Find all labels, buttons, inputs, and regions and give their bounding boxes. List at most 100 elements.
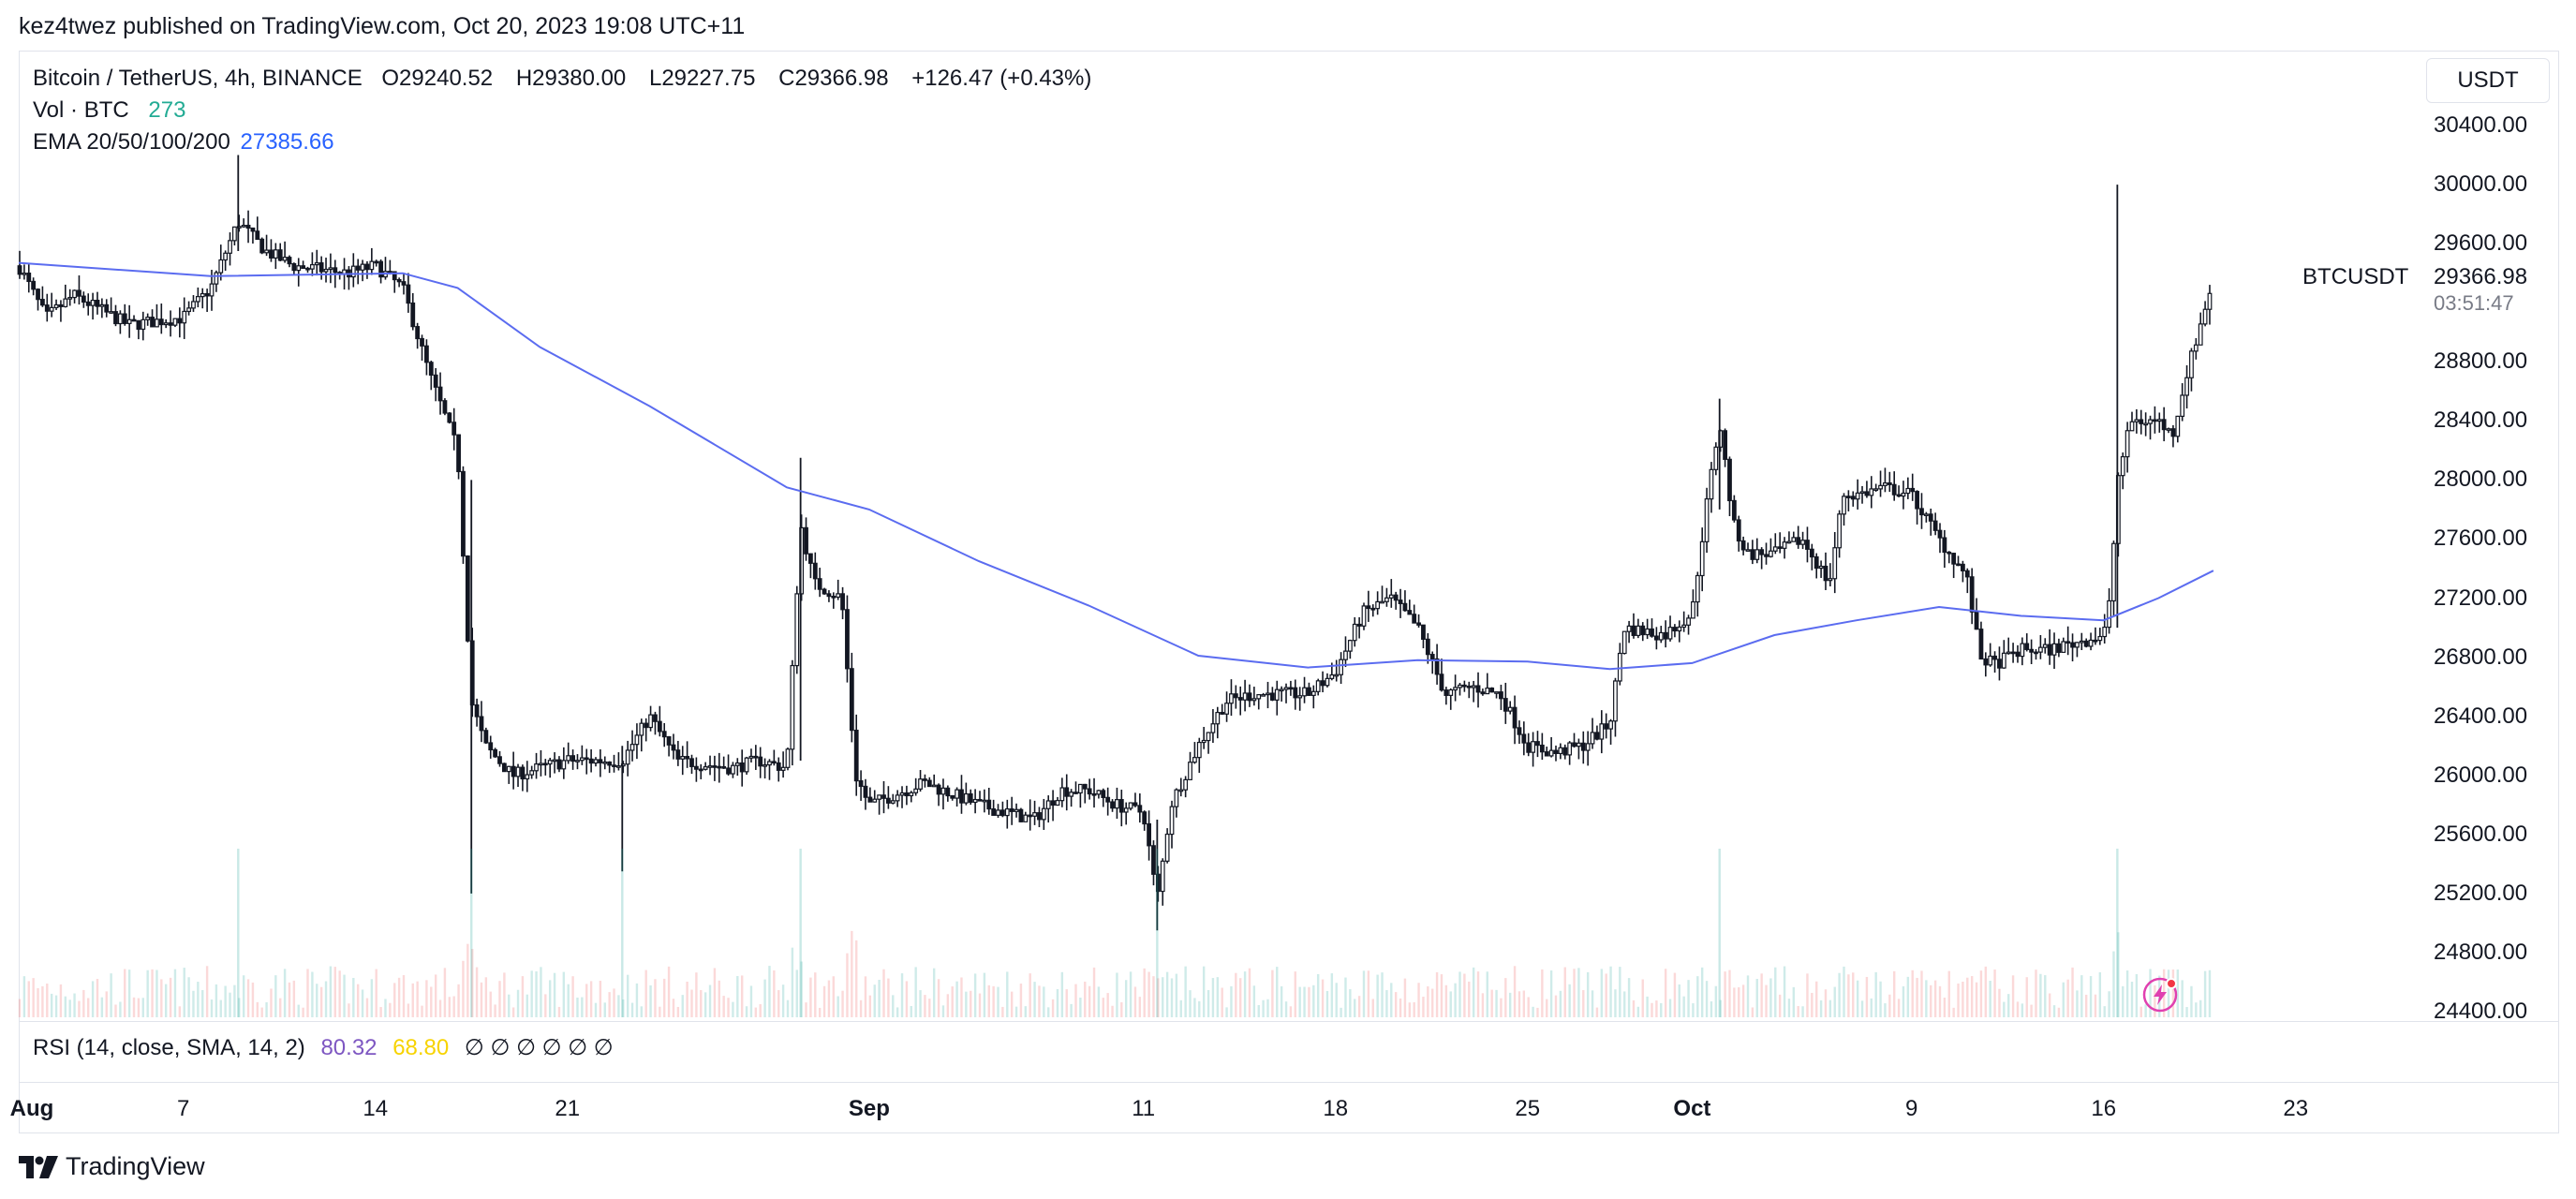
volume-bar [438,999,442,1017]
candle-body [428,362,434,377]
volume-bar [1627,978,1631,1017]
volume-bar [151,969,154,1017]
candle-body [612,764,616,767]
volume-bar [919,990,922,1017]
candle-body [1562,747,1568,756]
volume-bar [1724,971,1726,1017]
volume-bar [137,998,141,1017]
volume-spike [2116,849,2119,1017]
rsi-na-values: ∅ ∅ ∅ ∅ ∅ ∅ [464,1035,614,1060]
high-value: 29380.00 [532,66,627,91]
volume-bar [1047,1007,1050,1017]
rsi-pane[interactable] [19,1021,2559,1083]
volume-bar [644,970,647,1017]
alert-icon[interactable] [2141,976,2179,1014]
candle-body [2029,648,2035,653]
volume-bar [1687,980,1690,1017]
candle-body [972,798,978,804]
candle-body [780,766,786,771]
candle-body [1412,614,1417,624]
volume-bar [781,984,785,1017]
candle-body [241,224,246,228]
candle-body [245,224,251,229]
candle-body [2065,641,2071,644]
volume-bar [736,975,739,1017]
candle-body [1073,792,1078,794]
volume-bar [256,1001,259,1017]
candle-body [1736,519,1741,542]
currency-button[interactable]: USDT [2426,58,2550,103]
candle-body [1796,537,1801,545]
candle-body [1320,680,1325,687]
volume-bar [1225,1007,1228,1017]
volume-bar [868,995,872,1017]
candle-body [515,766,521,777]
volume-bar [1660,1002,1663,1017]
candle-body [936,784,941,795]
price-tick: 30400.00 [2434,112,2528,138]
volume-bar [1605,973,1607,1017]
volume-bar [210,999,214,1017]
candle-body [977,798,983,802]
volume-bar [2117,932,2120,1017]
symbol-title[interactable]: Bitcoin / TetherUS, 4h, BINANCE [33,66,363,91]
candle-body [1091,792,1097,796]
volume-bar [384,999,387,1017]
rsi-sma-value: 68.80 [392,1035,450,1060]
candle-body [1850,496,1856,500]
volume-bar [1390,983,1393,1017]
candle-body [570,755,575,762]
volume-bar [608,992,611,1017]
volume-bar [535,970,538,1017]
volume-bar [703,992,707,1017]
volume-bar [1102,998,1104,1017]
ema-label[interactable]: EMA 20/50/100/200 [33,129,230,155]
volume-bar [110,973,112,1017]
candle-body [1828,578,1833,582]
volume-bar [1084,981,1087,1017]
candle-body [1045,800,1051,809]
volume-bar [1582,990,1585,1017]
volume-bar [1271,970,1274,1017]
volume-bar [251,982,255,1017]
candle-body [1594,732,1600,740]
candle-body [826,593,832,598]
price-tick: 27600.00 [2434,525,2528,552]
candle-body [1370,607,1376,611]
candle-body [1137,805,1143,813]
volume-bar [430,986,433,1017]
candle-body [273,249,278,259]
rsi-label[interactable]: RSI (14, close, SMA, 14, 2) [33,1035,305,1060]
volume-bar [1609,966,1612,1017]
volume-bar [1906,976,1910,1017]
candle-body [1224,703,1229,715]
volume-value: 273 [148,97,186,123]
candle-body [1077,783,1083,794]
volume-bar [1536,1007,1539,1017]
volume-bar [630,1002,634,1017]
volume-bar [2098,971,2102,1017]
tradingview-brand[interactable]: TradingView [19,1152,205,1181]
candle-body [1599,723,1605,740]
volume-bar [973,973,977,1017]
volume-bar [292,980,296,1017]
volume-bar [2130,982,2134,1017]
volume-bar [37,987,39,1017]
candle-body [1782,541,1787,549]
volume-bar [297,1004,300,1017]
volume-bar [1024,1006,1028,1017]
candle-body [305,267,310,271]
volume-bar [1527,997,1530,1017]
volume-bar [1056,988,1059,1017]
volume-bar [1952,1007,1955,1017]
candle-body [333,267,338,274]
candle-body [968,792,973,804]
volume-bar [1490,989,1493,1017]
volume-bar [279,998,282,1017]
volume-bar [141,998,144,1017]
volume-label[interactable]: Vol · BTC [33,97,129,123]
volume-bar [530,970,533,1017]
volume-bar [1303,986,1306,1017]
volume-bar [1522,990,1526,1017]
